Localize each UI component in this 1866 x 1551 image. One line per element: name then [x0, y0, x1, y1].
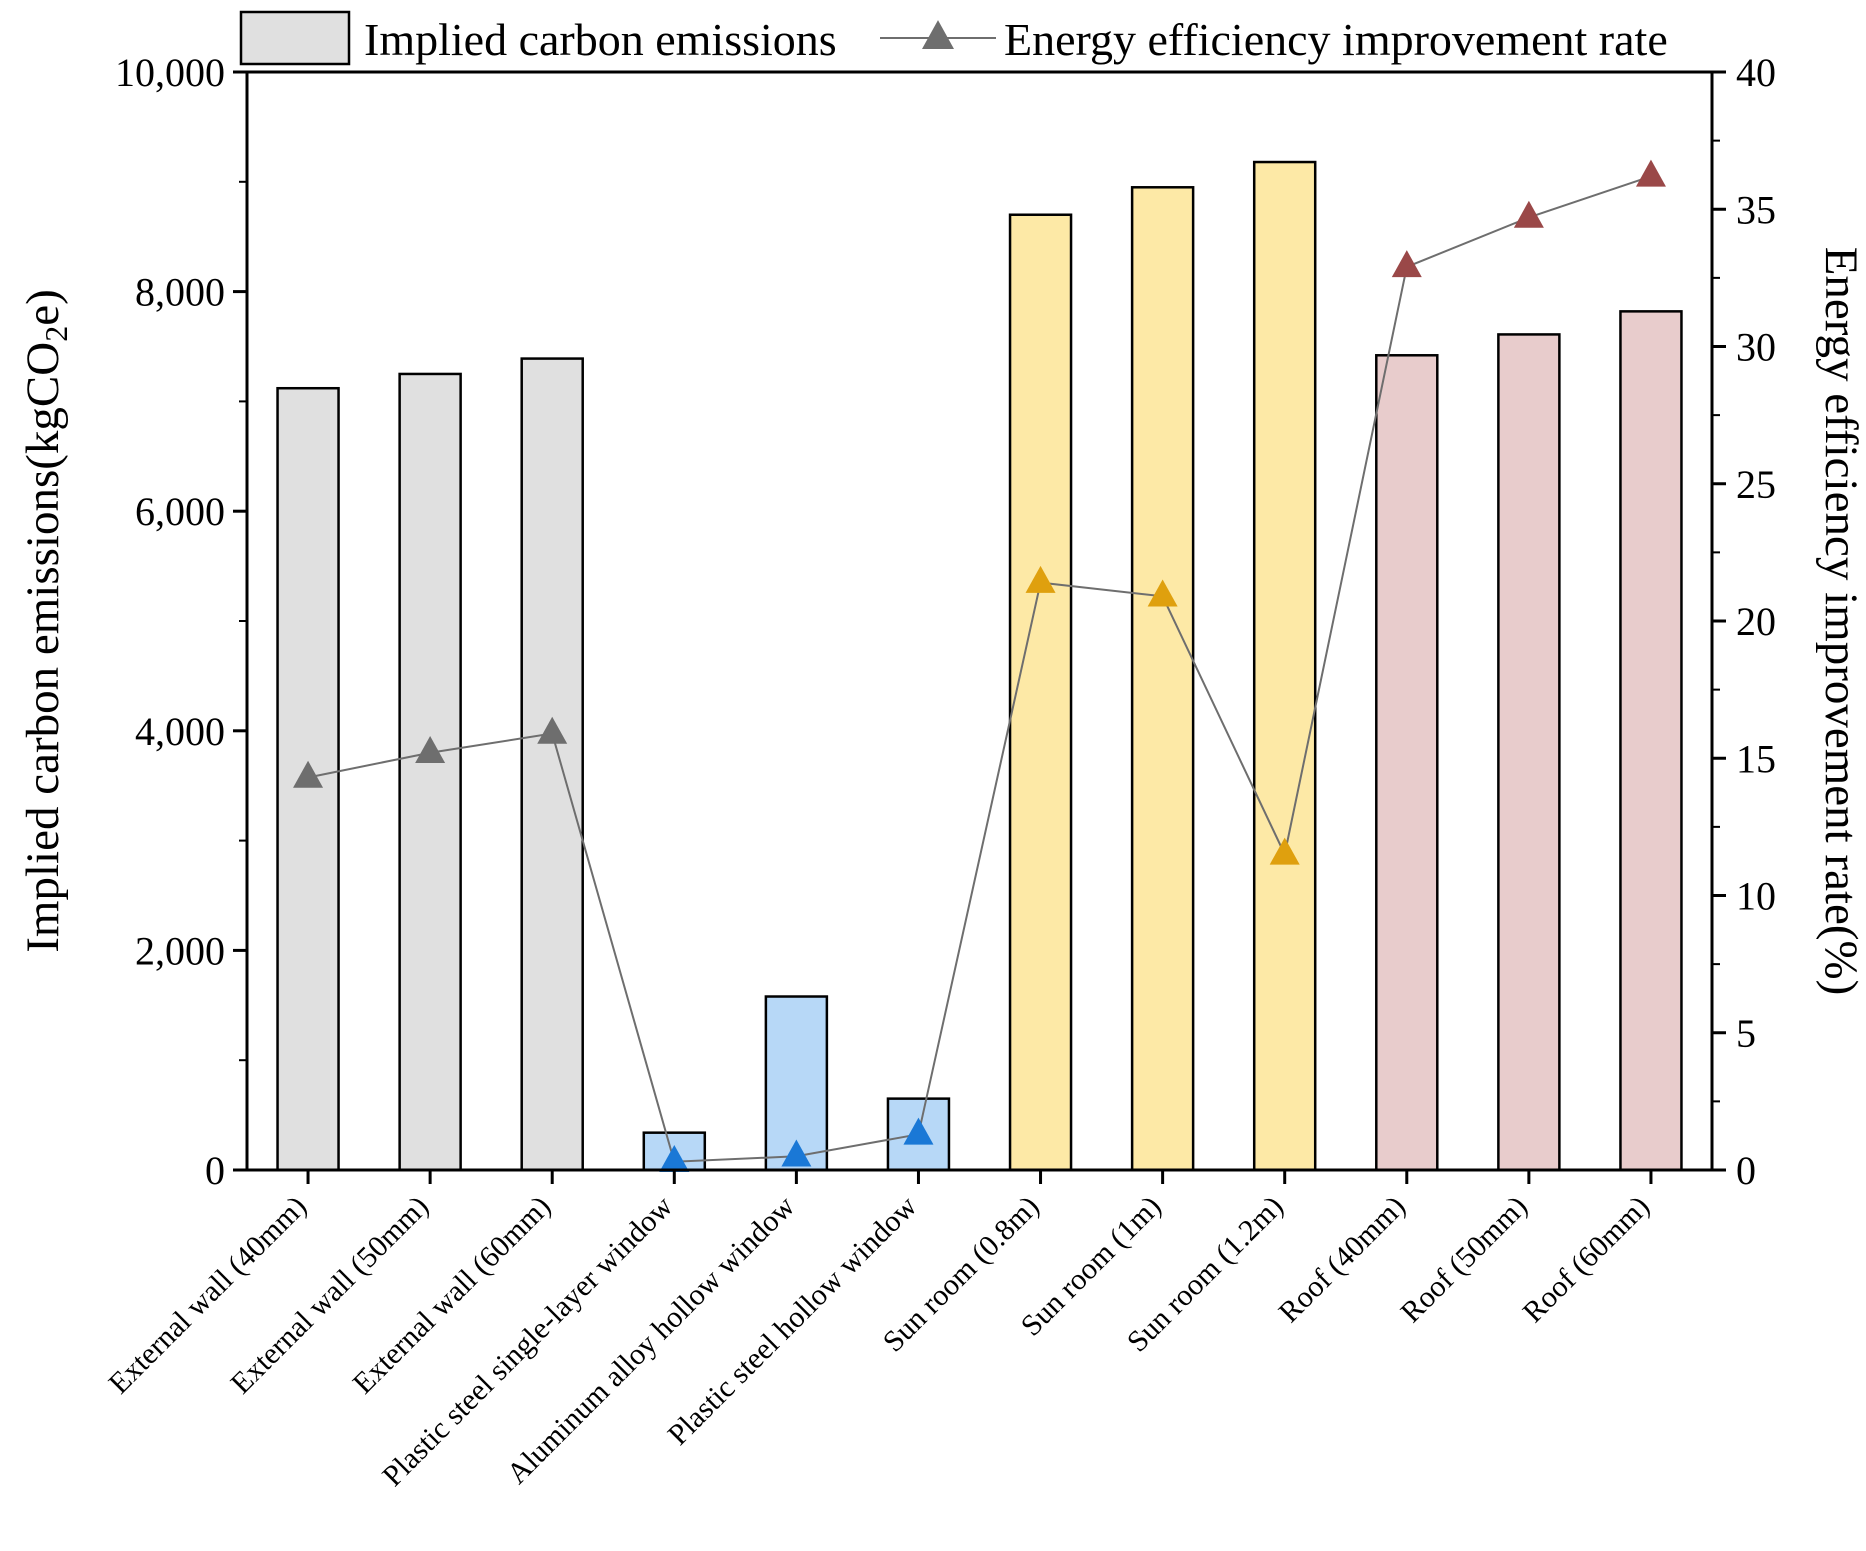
legend-triangle-marker: [922, 20, 954, 49]
efficiency-marker-2: [415, 736, 446, 764]
x-tick-label-2: External wall (50mm): [224, 1190, 435, 1401]
legend-label-bar: Implied carbon emissions: [364, 14, 837, 65]
line-series: [293, 159, 1666, 1173]
y-right-tick-label: 30: [1736, 325, 1776, 370]
efficiency-marker-5: [781, 1139, 812, 1167]
bar-8: [1130, 186, 1195, 1172]
y-right-tick-label: 25: [1736, 462, 1776, 507]
x-tick-label-12: Roof (60mm): [1516, 1190, 1655, 1329]
y-right-tick-label: 20: [1736, 599, 1776, 644]
y-axis-right-title: Energy efficiency improvement rate(%): [1815, 247, 1866, 996]
y-right-tick-label: 5: [1736, 1011, 1756, 1056]
efficiency-marker-11: [1513, 200, 1544, 228]
y-right-tick-label: 15: [1736, 736, 1776, 781]
legend-label-line: Energy efficiency improvement rate: [1004, 14, 1668, 65]
bar-12: [1619, 310, 1683, 1172]
efficiency-marker-12: [1635, 159, 1666, 187]
y-axis-left-title: Implied carbon emissions(kgCO2e): [17, 289, 74, 952]
y-left-tick-label: 2,000: [135, 928, 225, 973]
bar-10: [1375, 354, 1439, 1172]
x-tick-label-3: External wall (60mm): [346, 1190, 557, 1401]
efficiency-marker-10: [1391, 250, 1422, 278]
x-tick-label-1: External wall (40mm): [102, 1190, 313, 1401]
x-tick-label-10: Roof (40mm): [1272, 1190, 1411, 1329]
x-tick-label-6: Plastic steel hollow window: [661, 1189, 923, 1451]
y-right-tick-label: 0: [1736, 1148, 1756, 1193]
efficiency-marker-4: [659, 1145, 690, 1173]
efficiency-marker-1: [293, 760, 324, 788]
efficiency-marker-8: [1147, 579, 1178, 607]
legend-bar-swatch: [239, 10, 351, 66]
legend: Implied carbon emissions Energy efficien…: [239, 10, 1668, 66]
y-left-tick-label: 4,000: [135, 709, 225, 754]
bar-7: [1008, 213, 1073, 1172]
bar-2: [398, 372, 462, 1172]
y-left-tick-label: 0: [205, 1148, 225, 1193]
efficiency-marker-3: [537, 716, 568, 744]
efficiency-marker-9: [1269, 837, 1300, 865]
y-right-tick-label: 35: [1736, 187, 1776, 232]
bar-3: [520, 357, 584, 1172]
efficiency-marker-7: [1025, 565, 1056, 593]
x-tick-labels: External wall (40mm)External wall (50mm)…: [102, 1189, 1656, 1492]
y-left-tick-label: 10,000: [115, 50, 225, 95]
bar-series: [276, 160, 1683, 1172]
y-right-tick-label: 40: [1736, 50, 1776, 95]
bar-9: [1252, 160, 1317, 1172]
bar-11: [1497, 333, 1561, 1172]
efficiency-line: [307, 175, 1652, 1163]
y-right-tick-label: 10: [1736, 874, 1776, 919]
efficiency-marker-6: [903, 1117, 934, 1145]
axes: 0 2,000 4,000 6,000 8,000 10,000 0 5 10 15 20 25 30 3…: [115, 50, 1776, 1193]
y-left-tick-label: 6,000: [135, 489, 225, 534]
y-left-tick-label: 8,000: [135, 270, 225, 315]
x-tick-label-11: Roof (50mm): [1394, 1190, 1533, 1329]
